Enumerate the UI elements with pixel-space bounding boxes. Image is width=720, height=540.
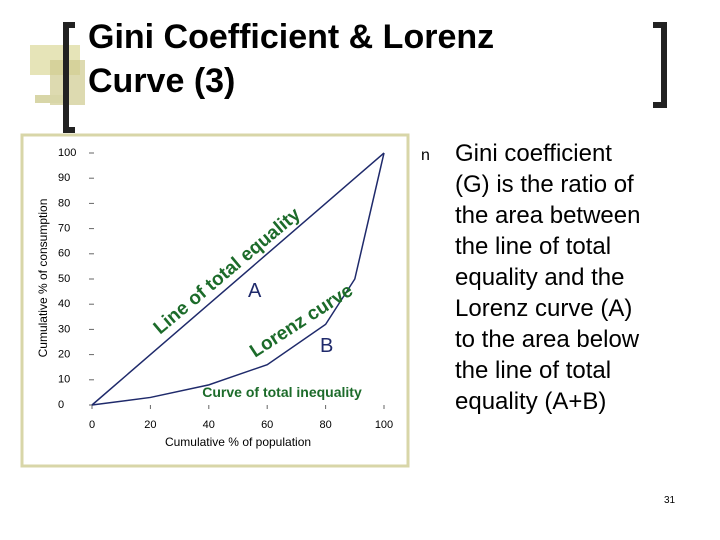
x-tick-label: 100 (375, 419, 393, 431)
annotation: Curve of total inequality (202, 384, 362, 400)
left-bracket (63, 22, 75, 133)
y-tick-label: 50 (58, 273, 70, 285)
y-tick-label: 90 (58, 172, 70, 184)
page-number: 31 (664, 495, 676, 506)
annotation: B (320, 335, 333, 357)
y-tick-label: 30 (58, 323, 70, 335)
bullet-marker: n (421, 147, 430, 164)
y-tick-label: 60 (58, 248, 70, 260)
y-tick-label: 80 (58, 197, 70, 209)
annotation: A (248, 280, 262, 302)
y-tick-label: 10 (58, 374, 70, 386)
bullet-line: to the area below (455, 326, 640, 353)
x-tick-label: 80 (319, 419, 331, 431)
bullet-line: (G) is the ratio of (455, 171, 634, 198)
right-bracket (653, 22, 667, 108)
y-tick-label: 70 (58, 223, 70, 235)
x-tick-label: 60 (261, 419, 273, 431)
y-axis-label: Cumulative % of consumption (36, 199, 50, 358)
y-tick-label: 20 (58, 349, 70, 361)
series-line (91, 152, 385, 406)
slide-title: Gini Coefficient & Lorenz (88, 18, 494, 56)
x-tick-label: 40 (203, 419, 215, 431)
y-tick-label: 0 (58, 399, 64, 411)
slide-title: Curve (3) (88, 62, 235, 100)
x-tick-label: 0 (89, 419, 95, 431)
y-tick-label: 40 (58, 298, 70, 310)
bullet-line: Lorenz curve (A) (455, 295, 632, 322)
bullet-text: Gini coefficient (G) is the ratio of the a… (455, 140, 640, 415)
x-tick-label: 20 (144, 419, 156, 431)
chart-frame (20, 133, 410, 468)
bullet-line: the line of total (455, 357, 611, 384)
bullet-line: equality and the (455, 264, 624, 291)
y-tick-label: 100 (58, 147, 76, 159)
series-line (91, 152, 385, 406)
bullet-line: Gini coefficient (455, 140, 612, 167)
decor-square (35, 95, 65, 103)
bullet-line: the line of total (455, 233, 611, 260)
x-axis-label: Cumulative % of population (165, 435, 311, 449)
bullet-line: the area between (455, 202, 640, 229)
bullet-line: equality (A+B) (455, 388, 606, 415)
